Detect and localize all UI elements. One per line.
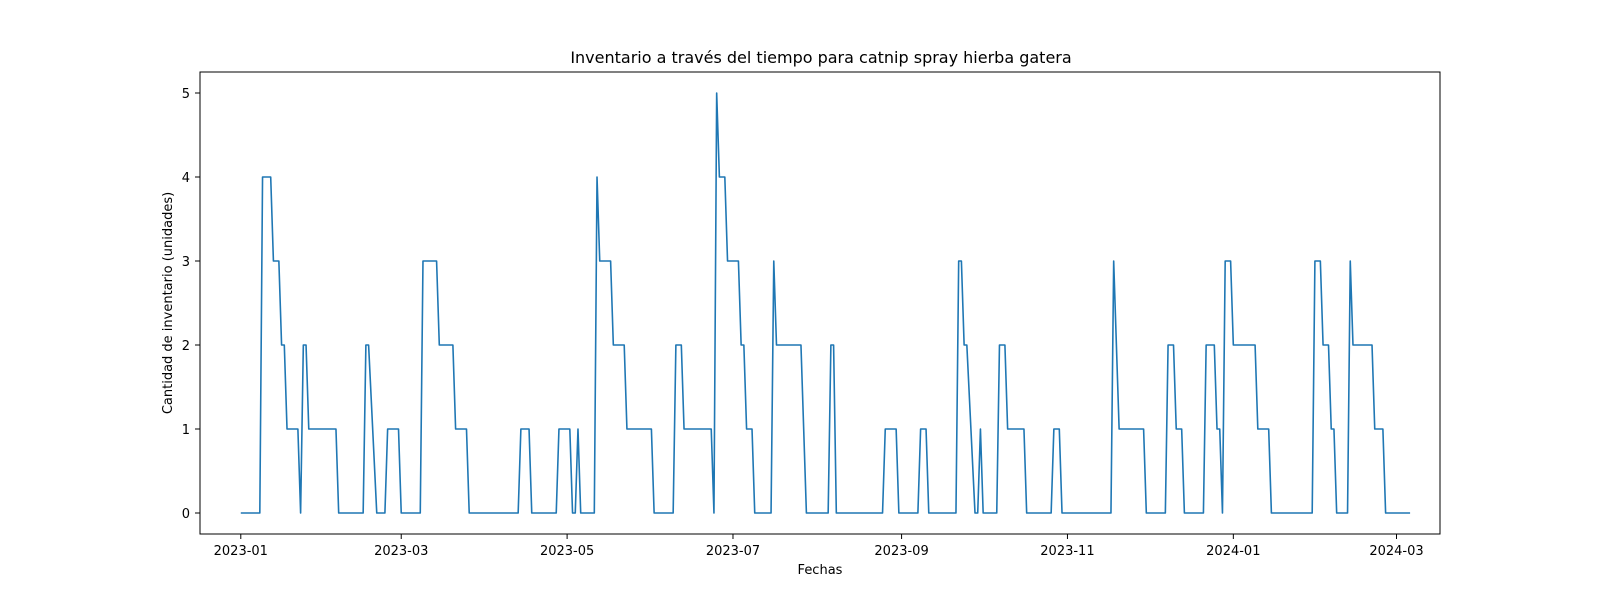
x-tick-label: 2024-03	[1369, 544, 1423, 559]
chart-title: Inventario a través del tiempo para catn…	[570, 48, 1071, 67]
x-tick-label: 2023-01	[214, 544, 268, 559]
y-axis-title: Cantidad de inventario (unidades)	[161, 192, 176, 414]
x-tick-label: 2023-05	[540, 544, 594, 559]
x-tick-label: 2023-03	[374, 544, 428, 559]
y-tick-label: 5	[182, 87, 190, 102]
y-tick-label: 1	[182, 423, 190, 438]
plot-frame	[199, 71, 1441, 535]
series-layer	[240, 92, 1411, 514]
x-tick-label: 2023-11	[1040, 544, 1094, 559]
y-tick-label: 4	[182, 171, 190, 186]
plot-area	[199, 71, 1441, 535]
x-axis: 2023-01 2023-03 2023-05 2023-07 2023-09 2023-…	[214, 534, 1424, 559]
x-tick-label: 2024-01	[1206, 544, 1260, 559]
y-tick-label: 3	[182, 255, 190, 270]
x-tick-label: 2023-09	[874, 544, 928, 559]
x-axis-title: Fechas	[798, 563, 843, 578]
y-axis: 0 1 2 3 4 5	[182, 87, 200, 522]
y-tick-label: 0	[182, 507, 190, 522]
y-tick-label: 2	[182, 339, 190, 354]
series-line	[240, 92, 1411, 514]
x-tick-label: 2023-07	[706, 544, 760, 559]
